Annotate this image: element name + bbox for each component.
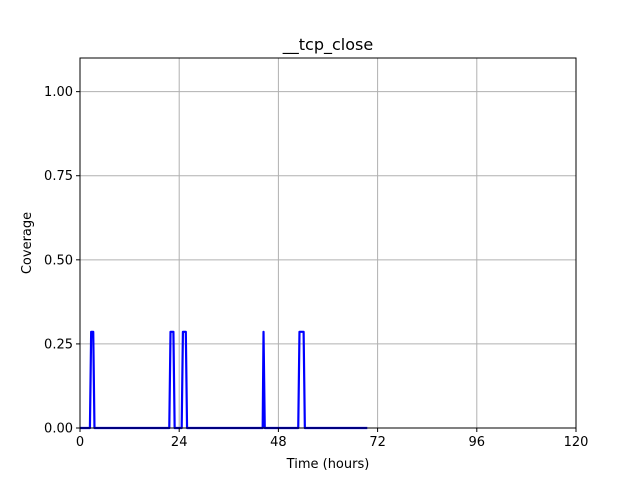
y-ticks: 0.00 0.25 0.50 0.75 1.00	[44, 85, 80, 437]
x-ticks: 0 24 48 72 96 120	[76, 428, 589, 450]
x-tick-label: 24	[171, 435, 188, 450]
chart-title: __tcp_close	[282, 35, 373, 55]
y-tick-label: 1.00	[44, 85, 73, 100]
plot-frame	[79, 57, 577, 429]
y-tick-label: 0.00	[44, 422, 73, 437]
x-tick-label: 96	[469, 435, 486, 450]
x-tick-label: 72	[369, 435, 386, 450]
series-group	[80, 330, 368, 430]
y-tick-label: 0.75	[44, 169, 73, 184]
y-axis-label: Coverage	[20, 212, 35, 274]
x-tick-label: 48	[270, 435, 287, 450]
x-tick-label: 0	[76, 435, 84, 450]
y-tick-label: 0.50	[44, 253, 73, 268]
y-tick-label: 0.25	[44, 337, 73, 352]
x-axis-label: Time (hours)	[286, 457, 370, 472]
x-tick-label: 120	[564, 435, 589, 450]
coverage-series-line	[80, 330, 368, 430]
